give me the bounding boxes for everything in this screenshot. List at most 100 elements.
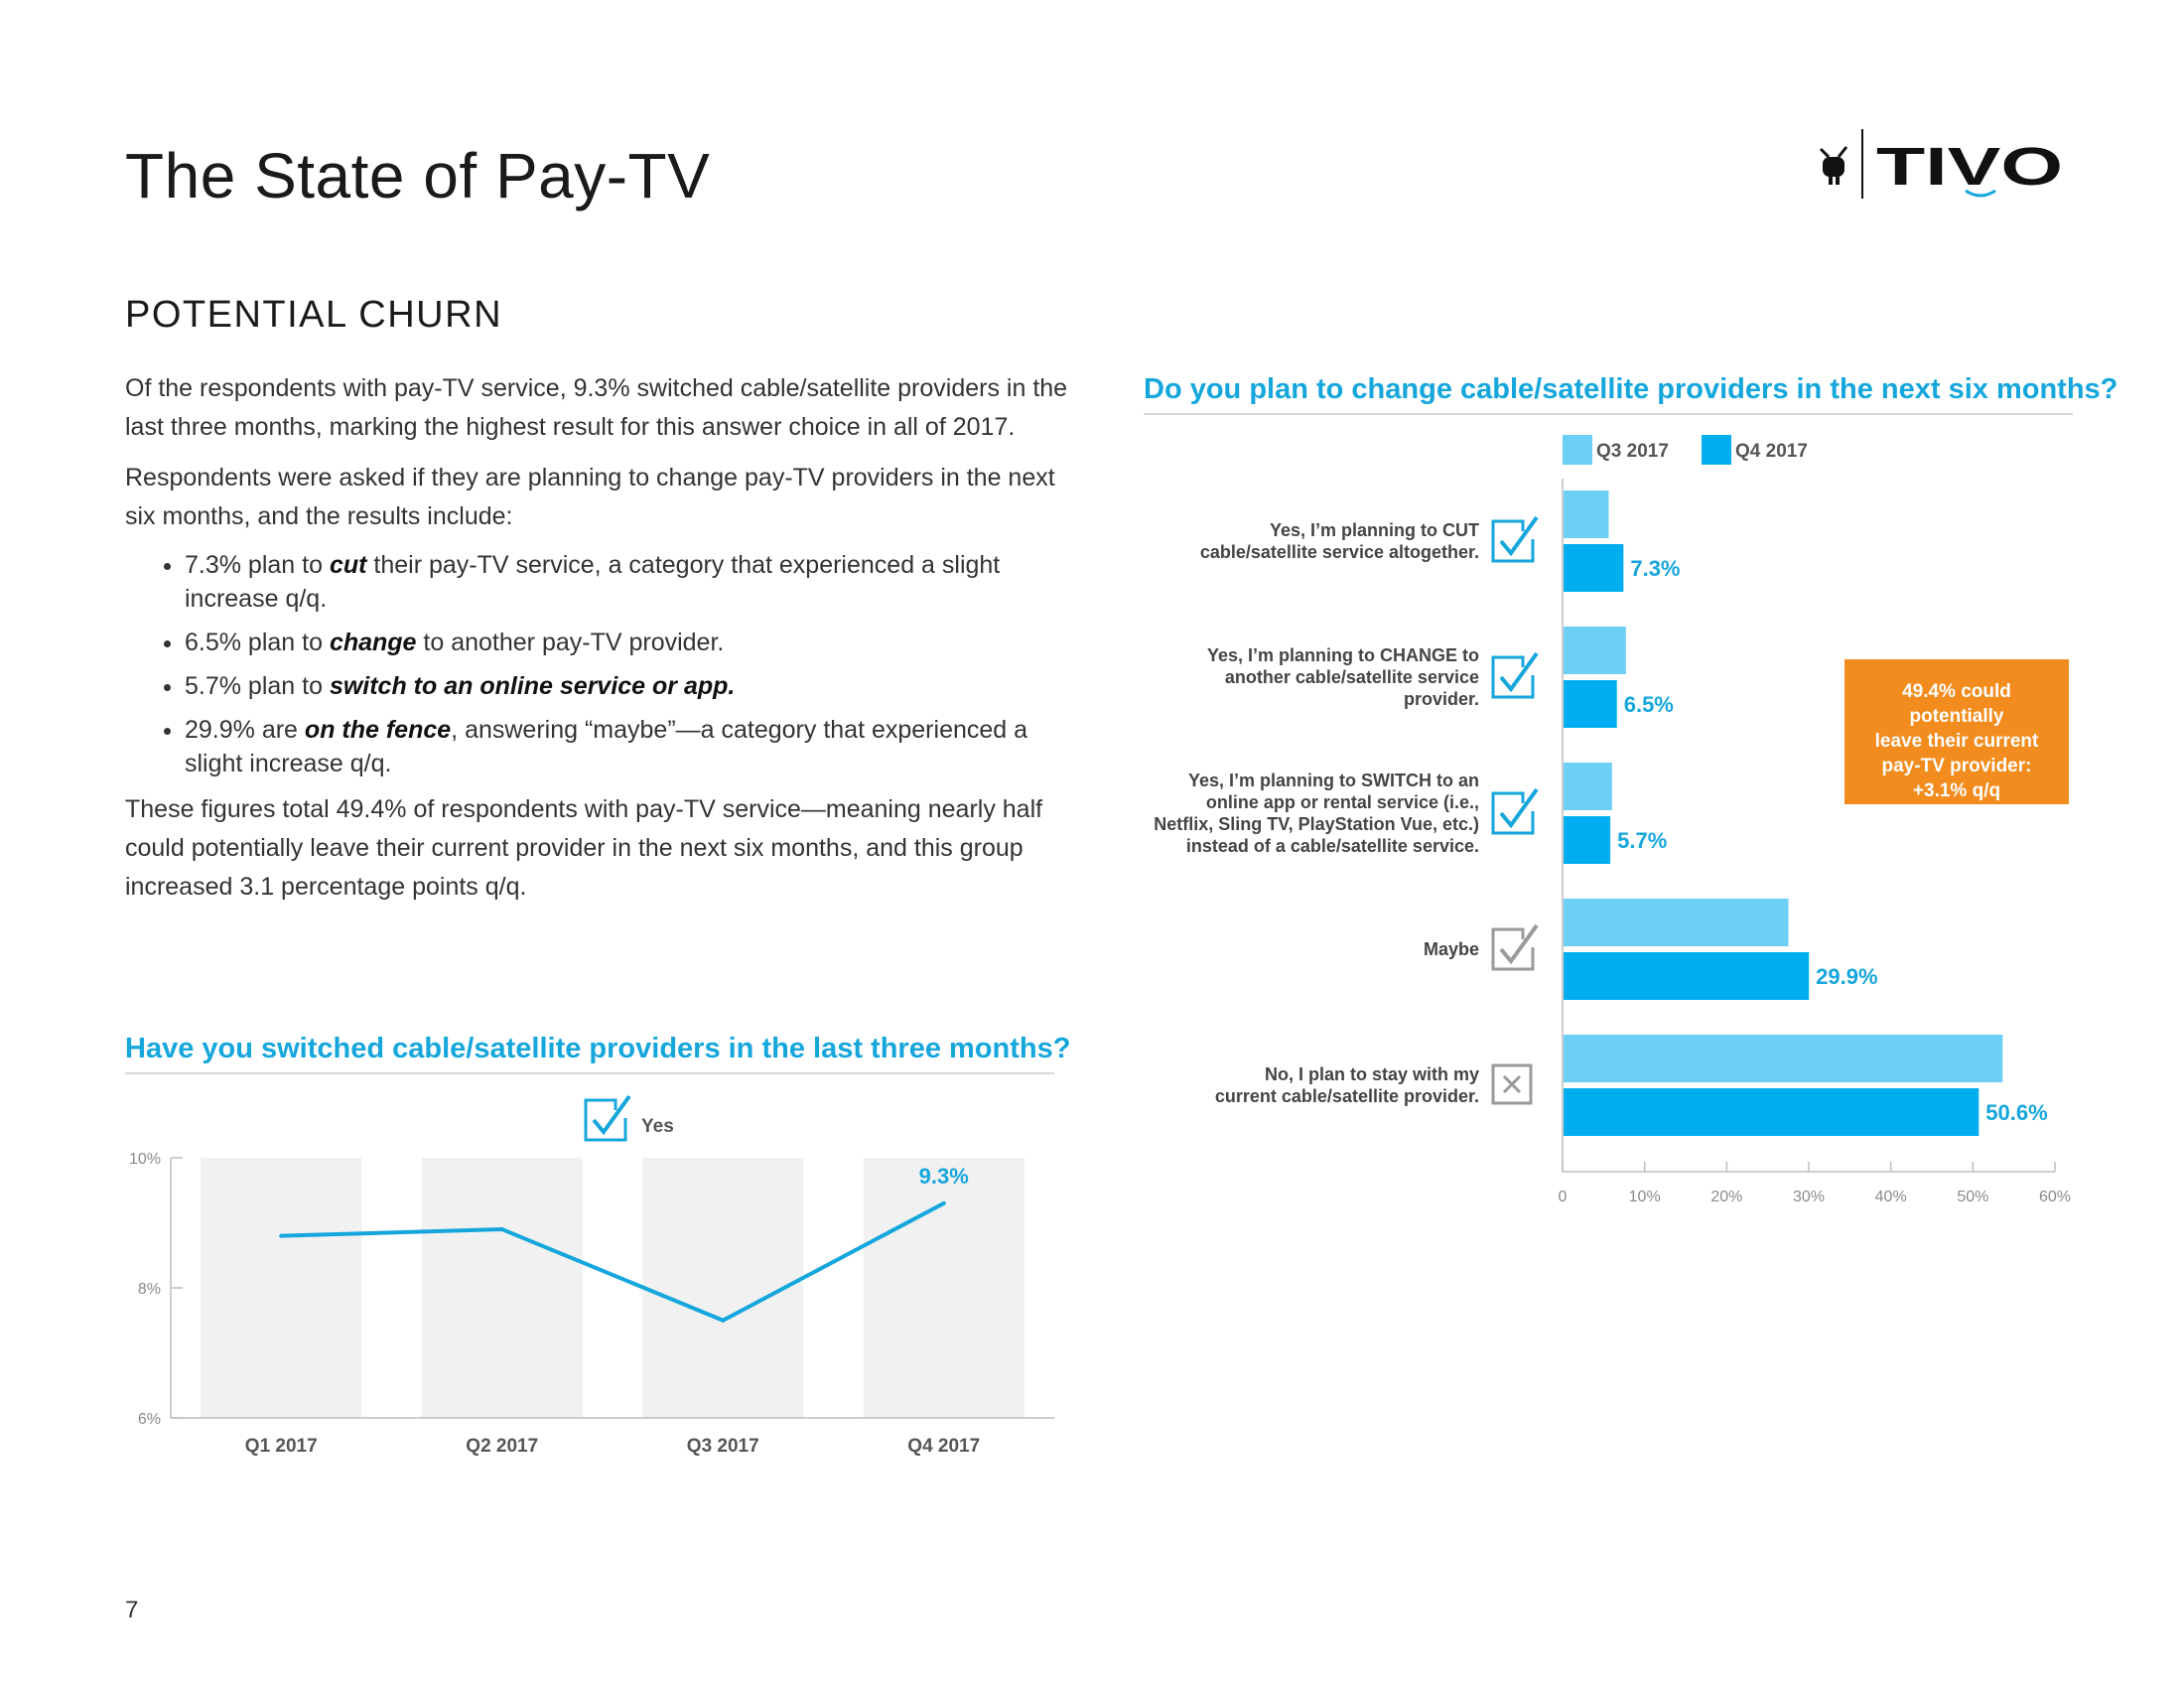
category-label: current cable/satellite provider.	[1215, 1086, 1479, 1106]
legend-label-q4: Q4 2017	[1735, 441, 1808, 462]
check-mark	[592, 1094, 631, 1136]
bullet-text: to another pay-TV provider.	[416, 629, 725, 656]
data-label: 50.6%	[1985, 1100, 2047, 1125]
bullet-item: 29.9% are on the fence, answering “maybe…	[185, 713, 1078, 780]
data-point	[721, 1318, 726, 1323]
category-label: Netflix, Sling TV, PlayStation Vue, etc.…	[1154, 814, 1479, 834]
line-chart-title: Have you switched cable/satellite provid…	[125, 1033, 1071, 1064]
checkbox-x-icon	[1491, 1063, 1533, 1105]
bullet-emphasis: on the fence	[304, 716, 452, 744]
logo-wordmark: TiVo	[1876, 137, 2063, 197]
check-mark	[1499, 923, 1539, 965]
x-tick-label: Q4 2017	[907, 1436, 980, 1457]
x-tick-label: 30%	[1793, 1189, 1825, 1205]
callout-line: leave their current	[1874, 731, 2039, 752]
bullet-text: 7.3% plan to	[185, 551, 330, 579]
page-number: 7	[125, 1597, 139, 1623]
checkbox-check-icon	[1491, 787, 1539, 835]
checkbox-frame	[1491, 519, 1535, 563]
data-point	[499, 1227, 504, 1232]
y-tick-label: 6%	[138, 1411, 161, 1428]
bar-chart: Q3 2017 Q4 2017 0 10% 20% 30% 40% 50% 60% 7.3% Yes…	[1154, 435, 2071, 1205]
bullet-list: 7.3% plan to cut their pay-TV service, a…	[125, 548, 1078, 780]
bullet-emphasis: cut	[329, 551, 367, 579]
page-title: The State of Pay-TV	[125, 140, 711, 211]
legend-label-yes: Yes	[641, 1116, 674, 1137]
callout-line: 49.4% could potentially	[1902, 681, 2011, 727]
bullet-item: 7.3% plan to cut their pay-TV service, a…	[185, 548, 1078, 616]
divider	[1144, 413, 2073, 415]
category-label: Yes, I’m planning to CHANGE to	[1207, 645, 1479, 665]
category-label: Maybe	[1424, 939, 1479, 959]
x-tick-label: Q1 2017	[245, 1436, 318, 1457]
bullet-text: their pay-TV service, a category that ex…	[185, 551, 1001, 613]
callout-line: pay-TV provider:	[1881, 756, 2032, 776]
x-tick-label: 0	[1559, 1189, 1568, 1205]
category-band	[863, 1158, 1024, 1418]
category-band	[421, 1158, 583, 1418]
x-tick-label: 60%	[2039, 1189, 2071, 1205]
tivo-logo: TiVo	[1819, 129, 2063, 199]
callout-box: 49.4% could potentially leave their curr…	[1844, 659, 2069, 804]
data-label: 9.3%	[919, 1164, 969, 1189]
body-text: Of the respondents with pay-TV service, …	[125, 369, 1078, 918]
x-tick-label: 40%	[1875, 1189, 1907, 1205]
x-tick-label: 50%	[1957, 1189, 1988, 1205]
paragraph: Respondents were asked if they are plann…	[125, 464, 1055, 530]
category-label: cable/satellite service altogether.	[1200, 542, 1479, 562]
data-point	[941, 1200, 946, 1205]
data-label: 7.3%	[1630, 556, 1680, 581]
category-label: provider.	[1404, 689, 1479, 709]
x-tick-label: 10%	[1629, 1189, 1661, 1205]
checkbox-check-icon	[584, 1094, 631, 1142]
bullet-emphasis: switch to an online service or app.	[329, 672, 736, 700]
y-tick-label: 8%	[138, 1281, 161, 1298]
category-label: online app or rental service (i.e.,	[1206, 792, 1479, 812]
bar-q4	[1564, 680, 1617, 728]
bar-q3	[1564, 763, 1612, 810]
x-tick-label: Q2 2017	[466, 1436, 538, 1457]
checkbox-check-gray-icon	[1491, 923, 1539, 971]
category-label: No, I plan to stay with my	[1265, 1064, 1479, 1084]
bar-q4	[1564, 816, 1611, 864]
category-label: another cable/satellite service	[1225, 667, 1479, 687]
bar-q3	[1564, 899, 1789, 946]
bullet-text: 29.9% are	[185, 716, 305, 744]
checkbox-frame	[1491, 655, 1535, 699]
bar-q4	[1564, 952, 1810, 1000]
checkbox-frame	[584, 1098, 627, 1142]
bar-q4	[1564, 1088, 1979, 1136]
paragraph: Of the respondents with pay-TV service, …	[125, 374, 1068, 441]
category-label: instead of a cable/satellite service.	[1186, 836, 1479, 856]
checkbox-check-icon	[1491, 651, 1539, 699]
x-tick-label: Q3 2017	[687, 1436, 759, 1457]
category-label: Yes, I’m planning to SWITCH to an	[1188, 771, 1479, 790]
section-title: POTENTIAL CHURN	[125, 294, 503, 336]
checkbox-check-icon	[1491, 515, 1539, 563]
bullet-item: 6.5% plan to change to another pay-TV pr…	[185, 626, 1078, 659]
bullet-text: 5.7% plan to	[185, 672, 330, 700]
bullet-text: 6.5% plan to	[185, 629, 330, 656]
data-label: 29.9%	[1816, 964, 1877, 989]
bar-chart-title: Do you plan to change cable/satellite pr…	[1144, 373, 2118, 405]
bar-q4	[1564, 544, 1624, 592]
line-chart: Q1 2017 Q2 2017 Q3 2017 Q4 2017 6% 8% 10% 9.3% Y…	[129, 1094, 1054, 1457]
check-mark	[1499, 515, 1539, 557]
bullet-emphasis: change	[329, 629, 417, 656]
bullet-item: 5.7% plan to switch to an online service…	[185, 669, 1078, 703]
tivo-mascot-icon	[1819, 146, 1848, 185]
checkbox-frame	[1491, 791, 1535, 835]
data-label: 5.7%	[1617, 828, 1667, 853]
callout-line: +3.1% q/q	[1912, 780, 2001, 801]
legend-swatch-q3	[1563, 435, 1592, 465]
bar-q3	[1564, 627, 1626, 674]
bullet-text: , answering “maybe”—a category that expe…	[185, 716, 1028, 777]
series-line-yes	[281, 1201, 945, 1323]
checkbox-frame	[1491, 1063, 1533, 1105]
bar-q3	[1564, 1035, 2003, 1082]
data-label: 6.5%	[1624, 692, 1674, 717]
paragraph: These figures total 49.4% of respondents…	[125, 795, 1043, 901]
category-label: Yes, I’m planning to CUT	[1270, 520, 1479, 540]
legend-swatch-q4	[1702, 435, 1731, 465]
checkbox-frame	[1491, 927, 1535, 971]
